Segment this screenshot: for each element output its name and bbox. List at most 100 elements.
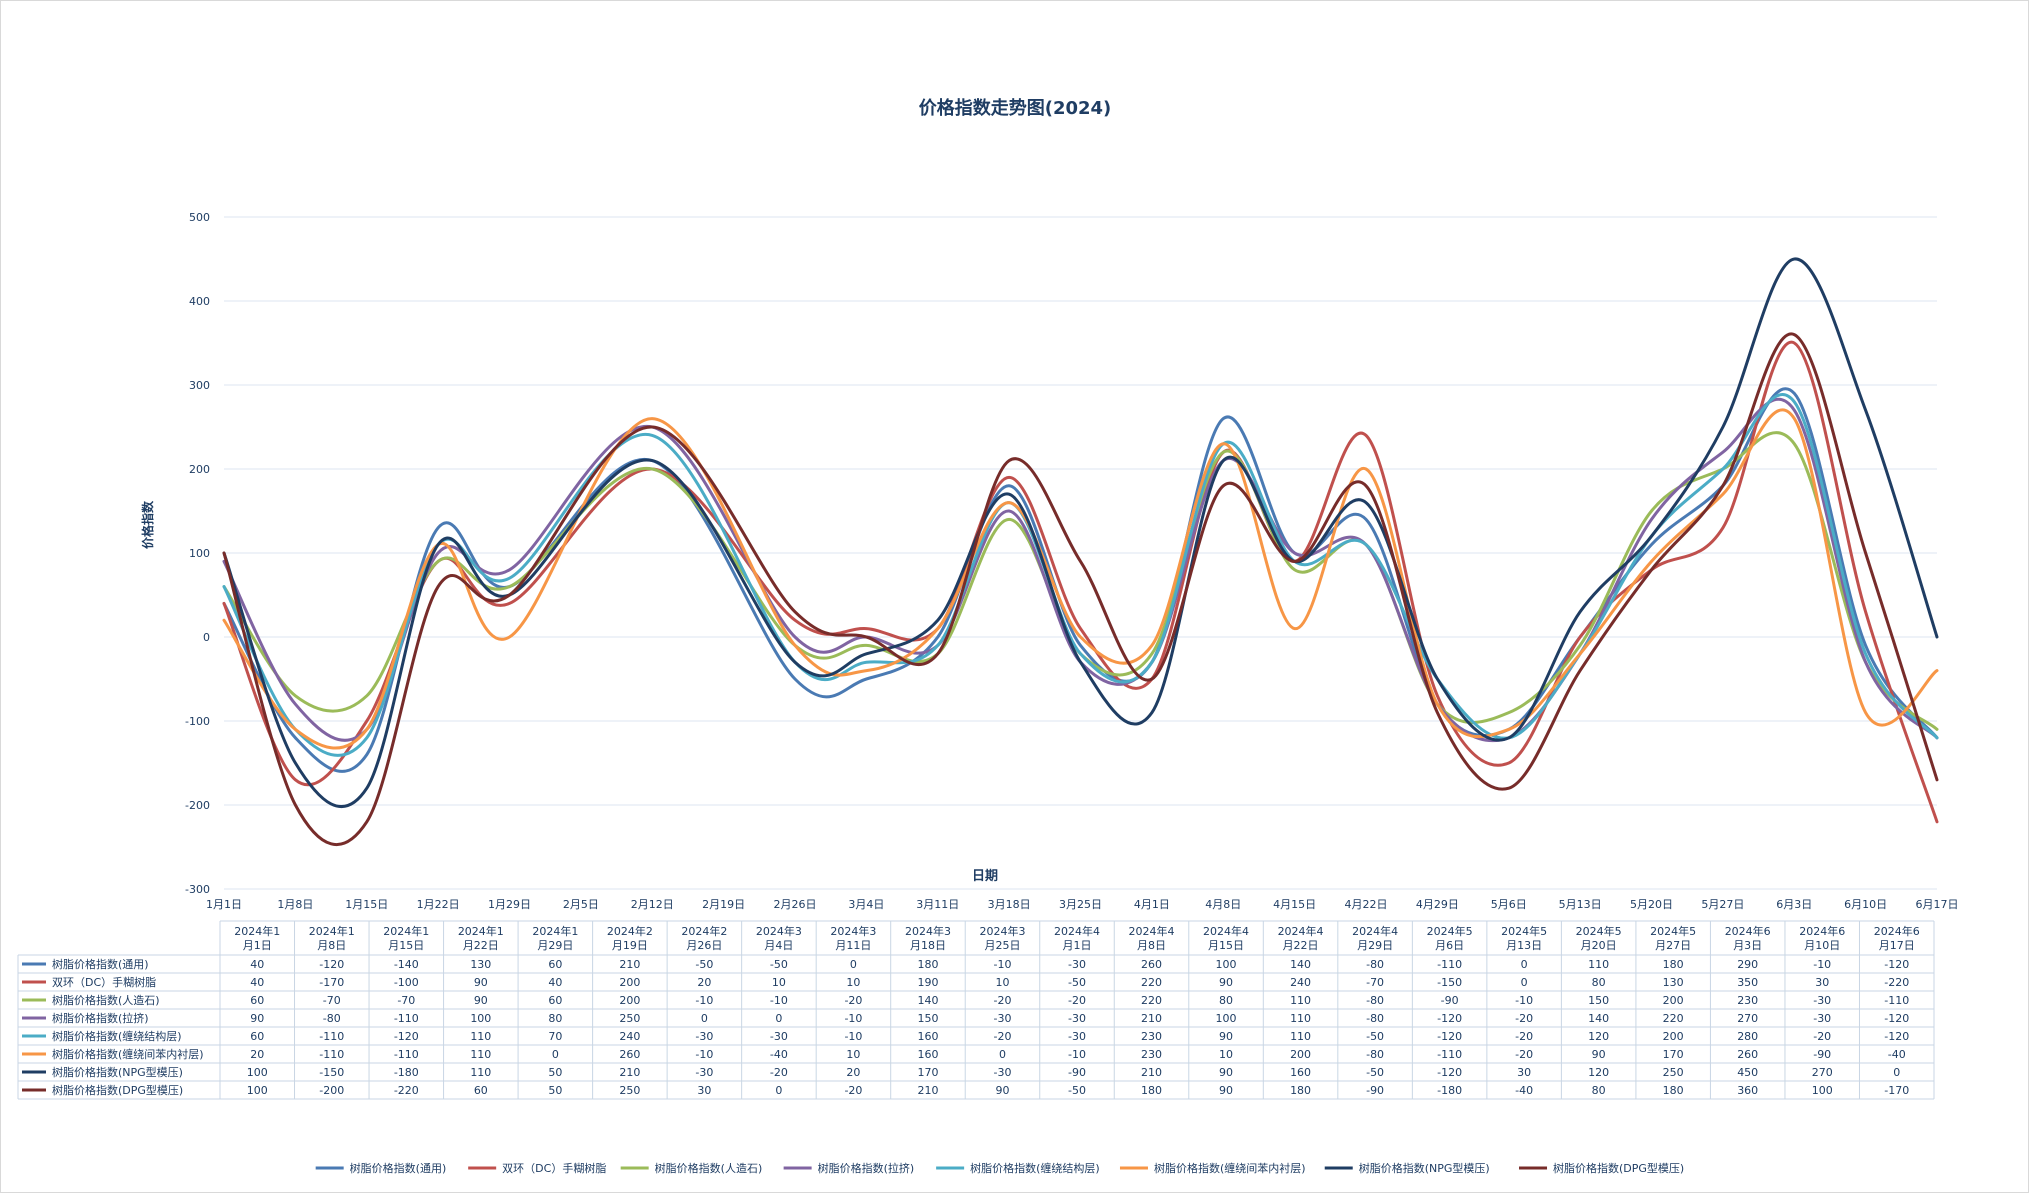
table-header-cell: 2024年5 月20日 <box>1576 924 1622 952</box>
table-cell: 200 <box>1290 1048 1311 1061</box>
x-tick-label: 3月4日 <box>848 898 884 911</box>
table-cell: 60 <box>474 1084 488 1097</box>
table-cell: -40 <box>1515 1084 1533 1097</box>
table-cell: 90 <box>1219 1030 1233 1043</box>
y-tick-label: 0 <box>203 631 210 644</box>
y-tick-label: 200 <box>189 463 210 476</box>
x-tick-label: 4月29日 <box>1416 898 1459 911</box>
table-cell: -20 <box>993 1030 1011 1043</box>
table-header-cell: 2024年4 月8日 <box>1129 924 1175 952</box>
table-cell: 180 <box>1290 1084 1311 1097</box>
table-header-cell: 2024年1 月15日 <box>383 924 429 952</box>
table-cell: 0 <box>552 1048 559 1061</box>
table-cell: 30 <box>1815 976 1829 989</box>
table-cell: -120 <box>394 1030 419 1043</box>
table-row-label: 树脂价格指数(NPG型模压) <box>52 1065 183 1079</box>
table-cell: 120 <box>1588 1066 1609 1079</box>
table-cell: 210 <box>1141 1066 1162 1079</box>
table-cell: 200 <box>619 976 640 989</box>
y-axis-title: 价格指数 <box>140 500 155 549</box>
table-cell: -110 <box>394 1012 419 1025</box>
table-cell: -30 <box>1068 958 1086 971</box>
table-cell: 20 <box>846 1066 860 1079</box>
table-cell: -10 <box>1813 958 1831 971</box>
table-cell: 30 <box>697 1084 711 1097</box>
x-tick-label: 5月6日 <box>1491 898 1527 911</box>
table-cell: 270 <box>1812 1066 1833 1079</box>
table-cell: -140 <box>394 958 419 971</box>
table-header-cell: 2024年2 月26日 <box>681 924 727 952</box>
table-cell: 140 <box>1588 1012 1609 1025</box>
table-cell: 80 <box>1592 1084 1606 1097</box>
table-cell: 0 <box>999 1048 1006 1061</box>
x-tick-label: 1月15日 <box>345 898 388 911</box>
series-line-2 <box>222 431 1939 731</box>
table-cell: 90 <box>1219 1066 1233 1079</box>
table-cell: 230 <box>1141 1030 1162 1043</box>
table-cell: 170 <box>1663 1048 1684 1061</box>
table-cell: 70 <box>548 1030 562 1043</box>
table-cell: 10 <box>995 976 1009 989</box>
table-cell: 220 <box>1141 976 1162 989</box>
x-tick-label: 5月27日 <box>1701 898 1744 911</box>
table-cell: -120 <box>1437 1066 1462 1079</box>
table-cell: 220 <box>1141 994 1162 1007</box>
table-cell: 40 <box>250 976 264 989</box>
table-cell: 150 <box>1588 994 1609 1007</box>
series-line-6 <box>222 257 1939 809</box>
table-cell: -120 <box>1437 1012 1462 1025</box>
table-cell: 130 <box>470 958 491 971</box>
y-tick-label: -300 <box>185 883 210 896</box>
table-cell: 60 <box>548 994 562 1007</box>
table-cell: 100 <box>470 1012 491 1025</box>
x-tick-label: 2月26日 <box>774 898 817 911</box>
table-cell: -80 <box>1366 1012 1384 1025</box>
x-tick-label: 4月8日 <box>1205 898 1241 911</box>
table-cell: 20 <box>697 976 711 989</box>
table-cell: 110 <box>470 1066 491 1079</box>
table-cell: 110 <box>1588 958 1609 971</box>
table-cell: 260 <box>1141 958 1162 971</box>
x-tick-label: 1月1日 <box>206 898 242 911</box>
table-cell: 230 <box>1737 994 1758 1007</box>
table-cell: -70 <box>323 994 341 1007</box>
table-cell: -220 <box>394 1084 419 1097</box>
table-cell: 290 <box>1737 958 1758 971</box>
table-cell: -170 <box>1884 1084 1909 1097</box>
table-cell: 240 <box>1290 976 1311 989</box>
legend-label: 树脂价格指数(缠绕间苯内衬层) <box>1154 1161 1306 1175</box>
table-cell: -80 <box>323 1012 341 1025</box>
x-tick-label: 3月11日 <box>916 898 959 911</box>
table-cell: 0 <box>850 958 857 971</box>
table-cell: 130 <box>1663 976 1684 989</box>
table-cell: -110 <box>319 1030 344 1043</box>
x-tick-label: 4月15日 <box>1273 898 1316 911</box>
table-cell: 60 <box>250 1030 264 1043</box>
table-cell: 90 <box>474 976 488 989</box>
table-cell: -170 <box>319 976 344 989</box>
table-cell: -50 <box>1366 1030 1384 1043</box>
table-cell: 90 <box>1592 1048 1606 1061</box>
table-cell: -220 <box>1884 976 1909 989</box>
table-header-cell: 2024年6 月3日 <box>1725 924 1771 952</box>
table-header-cell: 2024年3 月18日 <box>905 924 951 952</box>
table-row-label: 树脂价格指数(拉挤) <box>52 1011 149 1025</box>
table-cell: 0 <box>701 1012 708 1025</box>
table-cell: 270 <box>1737 1012 1758 1025</box>
table-cell: -10 <box>695 994 713 1007</box>
table-row-label: 树脂价格指数(缠绕间苯内衬层) <box>52 1047 204 1061</box>
table-cell: 60 <box>548 958 562 971</box>
table-cell: 110 <box>1290 994 1311 1007</box>
table-cell: -30 <box>1068 1012 1086 1025</box>
table-cell: 0 <box>1521 958 1528 971</box>
table-cell: 100 <box>247 1084 268 1097</box>
y-tick-label: -100 <box>185 715 210 728</box>
table-cell: 100 <box>1216 1012 1237 1025</box>
table-cell: 250 <box>1663 1066 1684 1079</box>
x-tick-label: 4月22日 <box>1345 898 1388 911</box>
table-cell: -200 <box>319 1084 344 1097</box>
table-cell: -20 <box>1515 1048 1533 1061</box>
x-tick-label: 3月25日 <box>1059 898 1102 911</box>
table-cell: 40 <box>250 958 264 971</box>
